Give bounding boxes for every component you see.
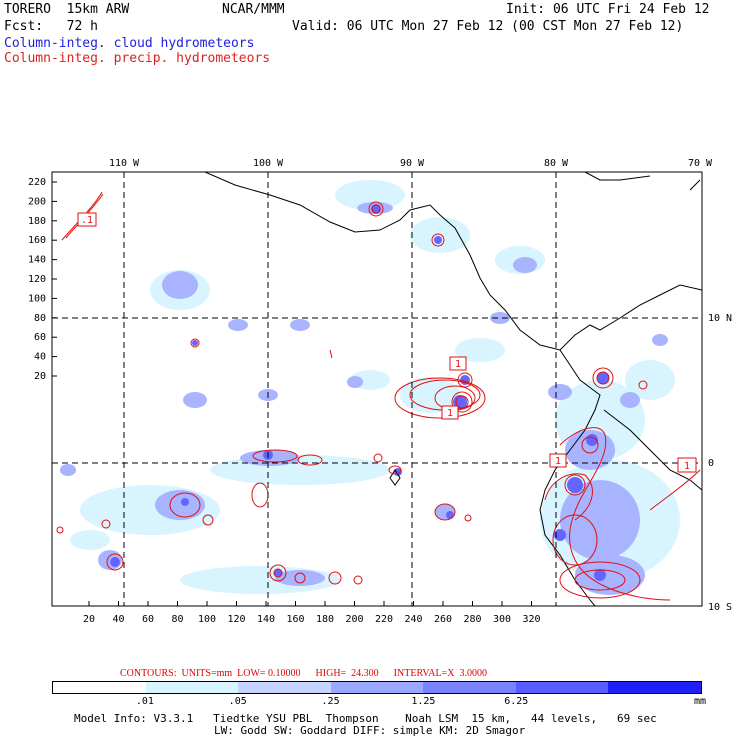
color-bar-bin xyxy=(238,682,331,693)
x-grid-label: 20 xyxy=(83,614,95,625)
x-grid-label: 40 xyxy=(112,614,124,625)
longitude-label: 70 W xyxy=(688,158,713,169)
y-grid-label: 20 xyxy=(34,371,46,382)
y-grid-label: 40 xyxy=(34,352,46,363)
contour-label: 1 xyxy=(677,457,697,473)
forecast-hour: Fcst: 72 h xyxy=(4,19,98,34)
model-physics: LW: Godd SW: Goddard DIFF: simple KM: 2D… xyxy=(214,724,526,737)
x-grid-label: 200 xyxy=(345,614,363,625)
graticule xyxy=(52,172,702,606)
color-bar-threshold: .05 xyxy=(228,696,247,707)
latitude-label: 0 xyxy=(708,458,714,469)
x-grid-label: 160 xyxy=(286,614,304,625)
x-grid-label: 180 xyxy=(316,614,334,625)
x-grid-label: 80 xyxy=(171,614,183,625)
longitude-label: 80 W xyxy=(544,158,569,169)
y-grid-label: 100 xyxy=(28,293,46,304)
latitude-label: 10 S xyxy=(708,602,732,613)
field-label-cloud: Column-integ. cloud hydrometeors xyxy=(4,36,255,51)
y-grid-label: 60 xyxy=(34,332,46,343)
map-field xyxy=(52,172,702,606)
contour-label: 1 xyxy=(549,453,567,468)
field-label-precip: Column-integ. precip. hydrometeors xyxy=(4,51,271,66)
x-grid-label: 320 xyxy=(522,614,540,625)
contour-label: .1 xyxy=(77,212,97,227)
x-grid-label: 280 xyxy=(463,614,481,625)
color-bar-bin xyxy=(330,682,424,693)
svg-text:1: 1 xyxy=(684,461,690,472)
model-info: Model Info: V3.3.1 Tiedtke YSU PBL Thomp… xyxy=(74,712,657,725)
x-grid-label: 100 xyxy=(198,614,216,625)
x-grid-label: 120 xyxy=(227,614,245,625)
map-frame xyxy=(51,171,703,607)
color-bar-units: mm xyxy=(693,696,707,707)
color-bar-bin xyxy=(608,682,702,693)
contour-label-boxes: .1 1 1 1 1 xyxy=(77,212,697,473)
latitude-label: 10 N xyxy=(708,313,732,324)
color-bar-bin xyxy=(515,682,609,693)
coastline xyxy=(204,172,702,606)
x-grid-label: 300 xyxy=(493,614,511,625)
svg-text:1: 1 xyxy=(555,456,561,467)
color-bar-threshold: 1.25 xyxy=(411,696,436,707)
y-grid-label: 140 xyxy=(28,255,46,266)
x-grid-label: 140 xyxy=(257,614,275,625)
x-grid-label: 220 xyxy=(375,614,393,625)
init-time: Init: 06 UTC Fri 24 Feb 12 xyxy=(506,2,710,17)
color-bar xyxy=(52,681,702,694)
svg-text:1: 1 xyxy=(447,408,453,419)
x-grid-label: 240 xyxy=(404,614,422,625)
longitude-label: 110 W xyxy=(109,158,140,169)
cloud-mid-areas xyxy=(60,202,668,595)
y-grid-label: 160 xyxy=(28,235,46,246)
contour-info: CONTOURS: UNITS=mm LOW= 0.10000 HIGH= 24… xyxy=(120,668,487,679)
color-bar-bin xyxy=(145,682,239,693)
y-grid-label: 120 xyxy=(28,274,46,285)
y-grid-label: 220 xyxy=(28,177,46,188)
organization: NCAR/MMM xyxy=(222,2,285,17)
longitude-label: 90 W xyxy=(400,158,425,169)
svg-text:.1: .1 xyxy=(81,215,93,226)
color-bar-bin xyxy=(53,682,146,693)
y-grid-label: 200 xyxy=(28,196,46,207)
svg-text:1: 1 xyxy=(455,359,461,370)
longitude-label: 100 W xyxy=(253,158,284,169)
precip-contours xyxy=(56,191,701,601)
y-grid-label: 180 xyxy=(28,216,46,227)
valid-time: Valid: 06 UTC Mon 27 Feb 12 (00 CST Mon … xyxy=(292,19,684,34)
contour-label: 1 xyxy=(449,356,467,371)
color-bar-threshold: 6.25 xyxy=(504,696,529,707)
y-grid-label: 80 xyxy=(34,313,46,324)
color-bar-threshold: .25 xyxy=(321,696,340,707)
x-grid-label: 260 xyxy=(434,614,452,625)
color-bar-bin xyxy=(423,682,516,693)
model-name: TORERO 15km ARW xyxy=(4,2,130,17)
color-bar-threshold: .01 xyxy=(135,696,154,707)
cloud-dark-cores xyxy=(110,204,609,581)
contour-label: 1 xyxy=(441,405,459,420)
x-grid-label: 60 xyxy=(142,614,154,625)
